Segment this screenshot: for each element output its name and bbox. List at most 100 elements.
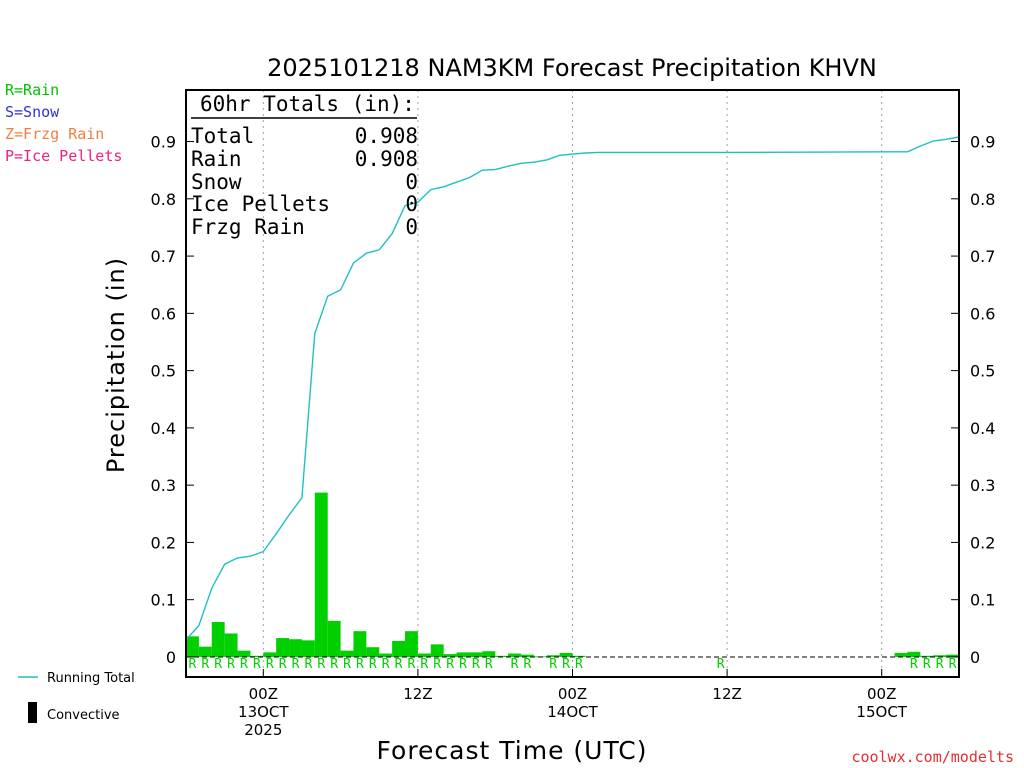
chart-title: 2025101218 NAM3KM Forecast Precipitation… — [267, 54, 877, 82]
ptype-rain-marker: R — [910, 657, 918, 672]
y-tick-label-left: 0.3 — [151, 476, 176, 495]
y-tick-label-right: 0.3 — [970, 476, 995, 495]
ptype-rain-marker: R — [369, 657, 377, 672]
ptype-rain-marker: R — [279, 657, 287, 672]
ptype-rain-marker: R — [408, 657, 416, 672]
ptype-rain-marker: R — [330, 657, 338, 672]
precip-bar — [572, 655, 586, 657]
ptype-legend-rain: R=Rain — [5, 81, 60, 99]
y-tick-label-left: 0.7 — [151, 247, 176, 266]
totals-label-frzg-rain: Frzg Rain — [191, 215, 305, 239]
y-axis-label: Precipitation (in) — [102, 257, 130, 473]
y-tick-label-right: 0.2 — [970, 533, 995, 552]
precip-bar — [276, 638, 290, 657]
ptype-rain-marker: R — [304, 657, 312, 672]
ptype-legend: R=Rain S=Snow Z=Frzg Rain P=Ice Pellets — [5, 79, 122, 167]
y-tick-label-left: 0.5 — [151, 362, 176, 381]
y-tick-label-right: 0.8 — [970, 190, 995, 209]
totals-label-total: Total — [191, 124, 254, 148]
precip-bar — [520, 654, 534, 657]
precip-bar — [379, 653, 393, 657]
precip-bar — [469, 652, 483, 657]
ptype-rain-marker: R — [485, 657, 493, 672]
ptype-rain-marker: R — [317, 657, 325, 672]
totals-value-snow: 0 — [405, 170, 418, 194]
precip-bar — [198, 646, 212, 657]
y-tick-label-left: 0.4 — [151, 419, 176, 438]
ptype-rain-marker: R — [936, 657, 944, 672]
x-tick-label: 14OCT — [547, 703, 598, 721]
precip-bar — [263, 652, 277, 657]
totals-label-ice-pellets: Ice Pellets — [191, 192, 330, 216]
ptype-rain-marker: R — [433, 657, 441, 672]
ptype-rain-marker: R — [343, 657, 351, 672]
x-tick-label: 2025 — [244, 721, 282, 739]
x-tick-label: 00Z — [249, 685, 278, 703]
ptype-rain-marker: R — [356, 657, 364, 672]
x-tick-label: 12Z — [712, 685, 741, 703]
precip-bar — [392, 640, 406, 657]
y-tick-label-left: 0.2 — [151, 533, 176, 552]
y-tick-label-right: 0.1 — [970, 591, 995, 610]
x-tick-label: 13OCT — [238, 703, 289, 721]
precip-bar — [250, 655, 264, 657]
precip-bar — [237, 650, 251, 657]
precip-bar — [946, 654, 959, 657]
y-tick-label-left: 0 — [166, 648, 176, 667]
x-tick-label: 00Z — [558, 685, 587, 703]
totals-box: 60hr Totals (in): Total 0.908 Rain 0.908… — [191, 92, 418, 239]
totals-label-snow: Snow — [191, 170, 242, 194]
precip-bar — [920, 655, 934, 657]
series-legend: Running Total Convective — [18, 671, 135, 723]
ptype-rain-marker: R — [459, 657, 467, 672]
ptype-rain-marker: R — [395, 657, 403, 672]
ptype-rain-marker: R — [201, 657, 209, 672]
ptype-rain-marker: R — [227, 657, 235, 672]
precip-bar — [353, 631, 367, 657]
precip-bar — [907, 651, 921, 657]
totals-value-rain: 0.908 — [355, 147, 418, 171]
ptype-rain-marker: R — [523, 657, 531, 672]
precip-bar — [211, 622, 225, 657]
ptype-rain-marker: R — [446, 657, 454, 672]
ptype-rain-marker: R — [253, 657, 261, 672]
ptype-rain-marker: R — [189, 657, 197, 672]
y-tick-label-left: 0.8 — [151, 190, 176, 209]
precip-bar — [289, 639, 302, 657]
totals-value-total: 0.908 — [355, 124, 418, 148]
precip-bar — [933, 655, 947, 657]
precip-bar — [340, 650, 354, 657]
precip-bar — [366, 647, 380, 657]
x-axis-label: Forecast Time (UTC) — [377, 736, 648, 765]
ptype-rain-marker: R — [382, 657, 390, 672]
x-tick-label: 00Z — [867, 685, 896, 703]
precip-bar — [495, 655, 509, 657]
precip-bar — [482, 651, 496, 657]
precip-bar — [301, 640, 315, 657]
ptype-rain-marker: R — [562, 657, 570, 672]
precip-bar — [314, 492, 328, 657]
totals-value-ice-pellets: 0 — [405, 192, 418, 216]
precip-bar — [443, 654, 457, 657]
credit-text: coolwx.com/modelts — [851, 748, 1014, 766]
ptype-rain-marker: R — [240, 657, 248, 672]
ptype-legend-snow: S=Snow — [5, 103, 60, 121]
y-tick-label-right: 0.7 — [970, 247, 995, 266]
precip-bar — [405, 631, 418, 657]
ptype-rain-marker: R — [717, 657, 725, 672]
y-tick-label-right: 0.5 — [970, 362, 995, 381]
ptype-legend-ice-pellets: P=Ice Pellets — [5, 147, 123, 165]
convective-legend-label: Convective — [47, 708, 120, 723]
y-tick-label-right: 0.9 — [970, 133, 995, 152]
ptype-rain-marker: R — [420, 657, 428, 672]
ptype-rain-marker: R — [949, 657, 957, 672]
x-tick-label: 15OCT — [856, 703, 907, 721]
x-tick-label: 12Z — [403, 685, 432, 703]
y-tick-label-right: 0 — [970, 648, 980, 667]
precip-bar — [894, 652, 908, 657]
y-tick-label-left: 0.1 — [151, 591, 176, 610]
precip-bar — [224, 633, 238, 657]
running-total-legend-label: Running Total — [47, 671, 135, 686]
ptype-rain-marker: R — [266, 657, 274, 672]
